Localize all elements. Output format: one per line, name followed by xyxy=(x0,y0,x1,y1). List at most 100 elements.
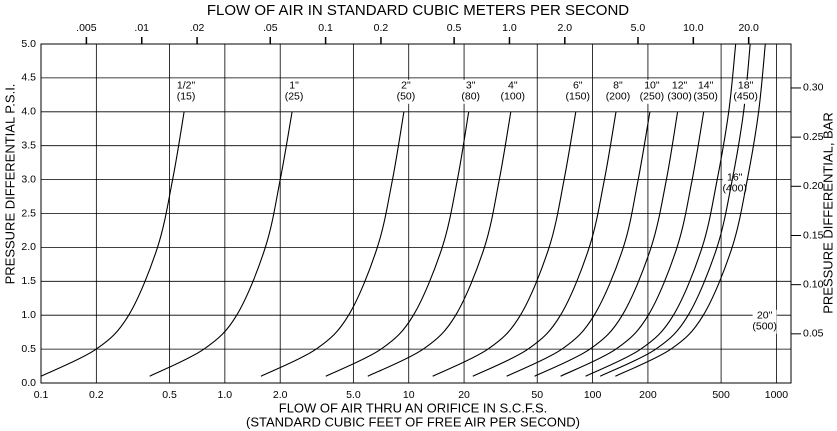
label-bg xyxy=(605,79,630,104)
series-size-label: (100) xyxy=(501,91,526,103)
series-label: 2" xyxy=(401,80,411,92)
series-size-label: (80) xyxy=(461,91,480,103)
label-bg xyxy=(500,79,525,104)
y-tick-label: 1.0 xyxy=(21,309,36,321)
x-tick-label: 50 xyxy=(531,389,543,401)
label-bg xyxy=(752,309,777,334)
label-bg xyxy=(458,79,483,104)
orifice-curve xyxy=(599,43,751,377)
label-bg xyxy=(282,79,307,104)
y2-tick-label: 0.05 xyxy=(803,328,824,340)
series-size-label: (300) xyxy=(667,91,692,103)
orifice-curve xyxy=(149,111,293,377)
series-label: 4" xyxy=(508,80,518,92)
chart-title: FLOW OF AIR IN STANDARD CUBIC METERS PER… xyxy=(207,2,629,19)
orifice-curve xyxy=(534,111,679,377)
x-tick-label: 200 xyxy=(639,389,657,401)
x-tick-label: 0.2 xyxy=(89,389,104,401)
orifice-curve xyxy=(432,111,577,377)
x2-tick-label: 10.0 xyxy=(683,22,704,34)
x-tick-label: 20 xyxy=(458,389,470,401)
x-axis-title: FLOW OF AIR THRU AN ORIFICE IN S.C.F.S. xyxy=(279,400,547,415)
x2-tick-label: .02 xyxy=(190,22,205,34)
x-tick-label: 100 xyxy=(584,389,602,401)
series-label: 6" xyxy=(573,80,583,92)
x-tick-label: 2.0 xyxy=(273,389,288,401)
y-tick-label: 5.0 xyxy=(21,38,36,50)
series-label: 1" xyxy=(289,80,299,92)
series-size-label: (15) xyxy=(177,91,196,103)
x-tick-label: 500 xyxy=(712,389,730,401)
label-bg xyxy=(393,79,418,104)
y2-tick-label: 0.20 xyxy=(803,180,824,192)
orifice-curve xyxy=(585,43,737,377)
x2-tick-label: .005 xyxy=(76,22,97,34)
x-tick-label: 1.0 xyxy=(218,389,233,401)
label-bg xyxy=(565,79,590,104)
orifice-curve xyxy=(560,111,705,377)
x2-tick-label: .01 xyxy=(134,22,149,34)
x2-tick-label: 2.0 xyxy=(558,22,573,34)
series-size-label: (400) xyxy=(722,183,747,195)
orifice-curve xyxy=(472,111,617,377)
x2-tick-label: 5.0 xyxy=(631,22,646,34)
y2-tick-label: 0.15 xyxy=(803,229,824,241)
series-size-label: (200) xyxy=(606,91,631,103)
series-label: 12" xyxy=(672,80,688,92)
label-bg xyxy=(639,79,664,104)
series-label: 20" xyxy=(757,310,773,322)
label-bg xyxy=(733,79,758,104)
orifice-curve xyxy=(40,111,185,377)
orifice-curve xyxy=(260,111,405,377)
series-size-label: (50) xyxy=(397,91,416,103)
series-label: 10" xyxy=(644,80,660,92)
series-size-label: (25) xyxy=(285,91,304,103)
x-tick-label: 1000 xyxy=(765,389,789,401)
y-tick-label: 4.5 xyxy=(21,72,36,84)
series-label: 1/2" xyxy=(177,80,196,92)
series-label: 16" xyxy=(727,172,743,184)
y-tick-label: 3.0 xyxy=(21,173,36,185)
series-size-label: (450) xyxy=(733,91,758,103)
label-bg xyxy=(667,79,692,104)
y-tick-label: 0.0 xyxy=(21,377,36,389)
series-label: 3" xyxy=(466,80,476,92)
series-size-label: (500) xyxy=(752,321,777,333)
x2-tick-label: 0.1 xyxy=(318,22,333,34)
y2-axis-title: PRESSURE DIFFERENTIAL, BAR xyxy=(820,112,835,314)
y-tick-label: 2.5 xyxy=(21,207,36,219)
x2-tick-label: 0.5 xyxy=(447,22,462,34)
series-size-label: (350) xyxy=(693,91,718,103)
x-tick-label: 10 xyxy=(403,389,415,401)
x-tick-label: 0.5 xyxy=(162,389,177,401)
x-axis-subtitle: (STANDARD CUBIC FEET OF FREE AIR PER SEC… xyxy=(246,414,580,429)
series-label: 8" xyxy=(613,80,623,92)
y2-tick-label: 0.10 xyxy=(803,278,824,290)
y2-tick-label: 0.30 xyxy=(803,82,824,94)
x2-tick-label: .05 xyxy=(263,22,278,34)
y2-tick-label: 0.25 xyxy=(803,131,824,143)
label-bg xyxy=(693,79,718,104)
series-size-label: (150) xyxy=(565,91,590,103)
orifice-curve xyxy=(506,111,651,377)
series-label: 14" xyxy=(698,80,714,92)
y-tick-label: 0.5 xyxy=(21,343,36,355)
x2-tick-label: 0.2 xyxy=(374,22,389,34)
orifice-curve xyxy=(615,43,766,377)
x2-tick-label: 20.0 xyxy=(738,22,759,34)
orifice-curve xyxy=(367,111,512,377)
y-tick-label: 3.5 xyxy=(21,139,36,151)
y-axis-title: PRESSURE DIFFERENTIAL P.S.I. xyxy=(2,84,17,285)
y-tick-label: 4.0 xyxy=(21,106,36,118)
x2-tick-label: 1.0 xyxy=(502,22,517,34)
label-bg xyxy=(722,171,747,196)
y-tick-label: 1.5 xyxy=(21,275,36,287)
series-size-label: (250) xyxy=(640,91,665,103)
x-tick-label: 0.1 xyxy=(34,389,49,401)
y-tick-label: 2.0 xyxy=(21,241,36,253)
orifice-curve xyxy=(325,111,470,377)
x-tick-label: 5.0 xyxy=(346,389,361,401)
series-label: 18" xyxy=(738,80,754,92)
label-bg xyxy=(174,79,199,104)
